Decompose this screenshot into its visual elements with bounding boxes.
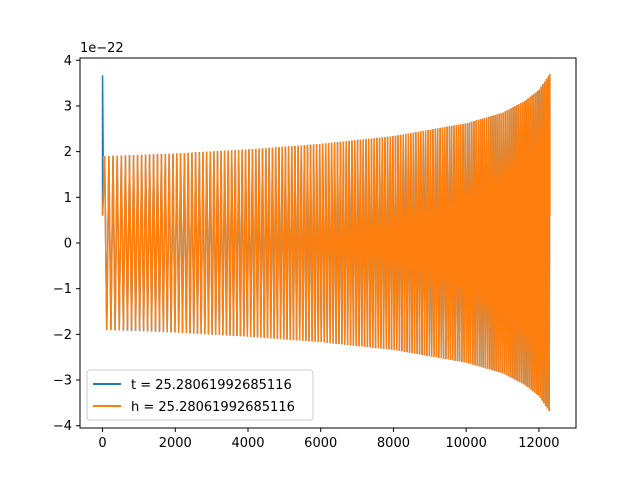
x-tick-label: 8000 [377,436,410,451]
y-axis: −4 −3 −2 −1 0 1 2 3 4 [53,54,80,434]
plot-area [101,73,551,412]
legend: t = 25.28061992685116 h = 25.280619926851… [86,369,314,421]
series-t-spike [101,75,104,215]
series-h-line [101,73,551,412]
x-tick-label: 4000 [231,436,264,451]
y-tick-label: −2 [53,328,72,343]
y-tick-label: 2 [64,145,72,160]
y-tick-label: −3 [53,374,72,389]
legend-box [86,369,314,421]
y-tick-label: −1 [53,282,72,297]
x-tick-label: 2000 [159,436,192,451]
x-axis: 0 2000 4000 6000 8000 10000 12000 [98,428,560,451]
legend-label: h = 25.28061992685116 [131,400,295,415]
y-offset-text: 1e−22 [80,41,124,56]
x-tick-label: 12000 [518,436,559,451]
x-tick-label: 10000 [446,436,487,451]
y-tick-label: 3 [64,99,72,114]
legend-label: t = 25.28061992685116 [131,378,292,393]
y-tick-label: 0 [64,237,72,252]
y-tick-label: 4 [64,54,72,69]
y-tick-label: 1 [64,191,72,206]
x-tick-label: 6000 [304,436,337,451]
x-tick-label: 0 [98,436,106,451]
y-tick-label: −4 [53,419,72,434]
